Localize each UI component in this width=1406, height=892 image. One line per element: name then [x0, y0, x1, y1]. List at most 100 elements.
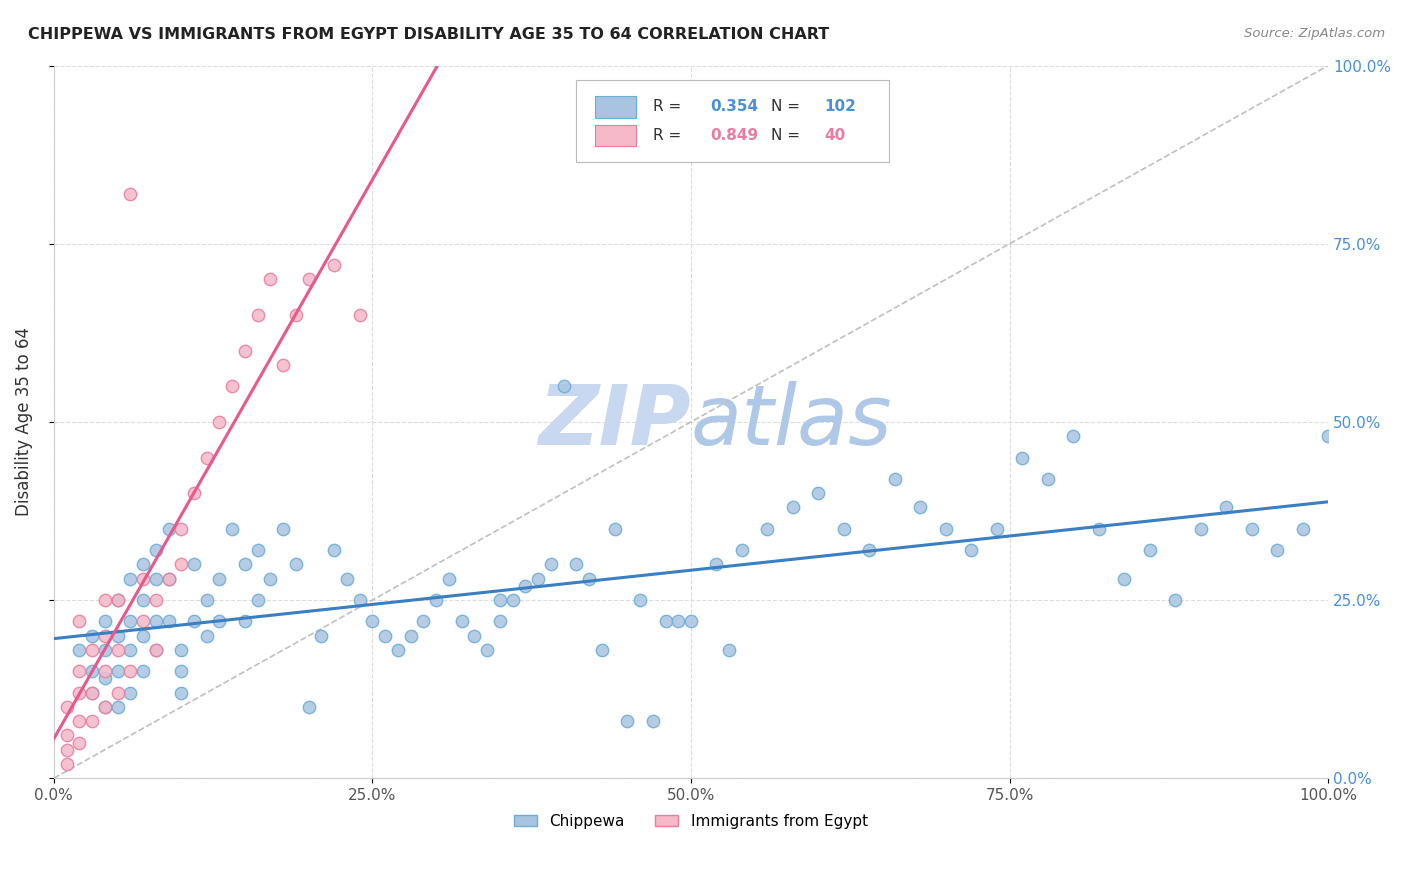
- Text: R =: R =: [652, 99, 686, 114]
- Point: [502, 593, 524, 607]
- Point: [246, 543, 269, 558]
- Point: [1215, 500, 1237, 515]
- Point: [107, 686, 129, 700]
- Point: [1240, 522, 1263, 536]
- Point: [246, 308, 269, 322]
- Text: ZIP: ZIP: [538, 382, 690, 462]
- Point: [578, 572, 600, 586]
- Point: [120, 186, 142, 201]
- Point: [591, 643, 613, 657]
- Text: N =: N =: [772, 128, 806, 143]
- Point: [1036, 472, 1059, 486]
- Point: [1317, 429, 1340, 443]
- Point: [94, 615, 117, 629]
- Point: [132, 572, 155, 586]
- Point: [94, 665, 117, 679]
- Point: [628, 593, 651, 607]
- Point: [55, 729, 77, 743]
- Point: [960, 543, 983, 558]
- Point: [107, 665, 129, 679]
- FancyBboxPatch shape: [576, 80, 889, 161]
- Point: [170, 522, 193, 536]
- Point: [323, 258, 346, 272]
- Point: [208, 572, 231, 586]
- Point: [412, 615, 434, 629]
- Point: [540, 558, 562, 572]
- Point: [336, 572, 359, 586]
- Point: [986, 522, 1008, 536]
- Point: [349, 308, 371, 322]
- Text: atlas: atlas: [690, 382, 893, 462]
- Point: [120, 665, 142, 679]
- Text: CHIPPEWA VS IMMIGRANTS FROM EGYPT DISABILITY AGE 35 TO 64 CORRELATION CHART: CHIPPEWA VS IMMIGRANTS FROM EGYPT DISABI…: [28, 27, 830, 42]
- Point: [603, 522, 626, 536]
- Point: [107, 643, 129, 657]
- Point: [183, 486, 205, 500]
- Point: [145, 643, 167, 657]
- Point: [80, 629, 103, 643]
- Point: [298, 272, 321, 286]
- Point: [107, 700, 129, 714]
- Point: [107, 629, 129, 643]
- Point: [170, 558, 193, 572]
- Point: [489, 615, 512, 629]
- Point: [170, 665, 193, 679]
- Point: [527, 572, 550, 586]
- Point: [437, 572, 460, 586]
- Point: [489, 593, 512, 607]
- Text: 40: 40: [825, 128, 846, 143]
- Point: [756, 522, 779, 536]
- Point: [233, 343, 256, 358]
- Point: [67, 643, 90, 657]
- Point: [782, 500, 804, 515]
- Point: [311, 629, 333, 643]
- Point: [120, 615, 142, 629]
- Point: [183, 615, 205, 629]
- Point: [1062, 429, 1084, 443]
- Point: [1087, 522, 1109, 536]
- Point: [145, 643, 167, 657]
- Text: 0.849: 0.849: [710, 128, 758, 143]
- Point: [132, 665, 155, 679]
- Point: [387, 643, 409, 657]
- Point: [195, 593, 218, 607]
- Point: [233, 615, 256, 629]
- Point: [553, 379, 575, 393]
- Point: [271, 522, 294, 536]
- Point: [132, 593, 155, 607]
- Point: [246, 593, 269, 607]
- Point: [666, 615, 689, 629]
- Point: [208, 415, 231, 429]
- Point: [1164, 593, 1187, 607]
- Point: [195, 450, 218, 465]
- Text: R =: R =: [652, 128, 686, 143]
- Point: [374, 629, 396, 643]
- Point: [284, 308, 307, 322]
- Point: [67, 665, 90, 679]
- Point: [120, 686, 142, 700]
- Point: [80, 686, 103, 700]
- Point: [883, 472, 905, 486]
- Point: [425, 593, 447, 607]
- Point: [858, 543, 880, 558]
- Legend: Chippewa, Immigrants from Egypt: Chippewa, Immigrants from Egypt: [508, 807, 873, 835]
- Text: Source: ZipAtlas.com: Source: ZipAtlas.com: [1244, 27, 1385, 40]
- Point: [475, 643, 498, 657]
- Point: [157, 572, 180, 586]
- Point: [183, 558, 205, 572]
- Point: [832, 522, 855, 536]
- Point: [271, 358, 294, 372]
- Point: [349, 593, 371, 607]
- Point: [1291, 522, 1313, 536]
- Point: [55, 742, 77, 756]
- Point: [170, 643, 193, 657]
- Point: [706, 558, 728, 572]
- Point: [120, 643, 142, 657]
- Point: [107, 593, 129, 607]
- Point: [935, 522, 957, 536]
- Point: [80, 643, 103, 657]
- Y-axis label: Disability Age 35 to 64: Disability Age 35 to 64: [15, 327, 32, 516]
- Bar: [595, 96, 636, 118]
- Point: [233, 558, 256, 572]
- Bar: [595, 125, 636, 146]
